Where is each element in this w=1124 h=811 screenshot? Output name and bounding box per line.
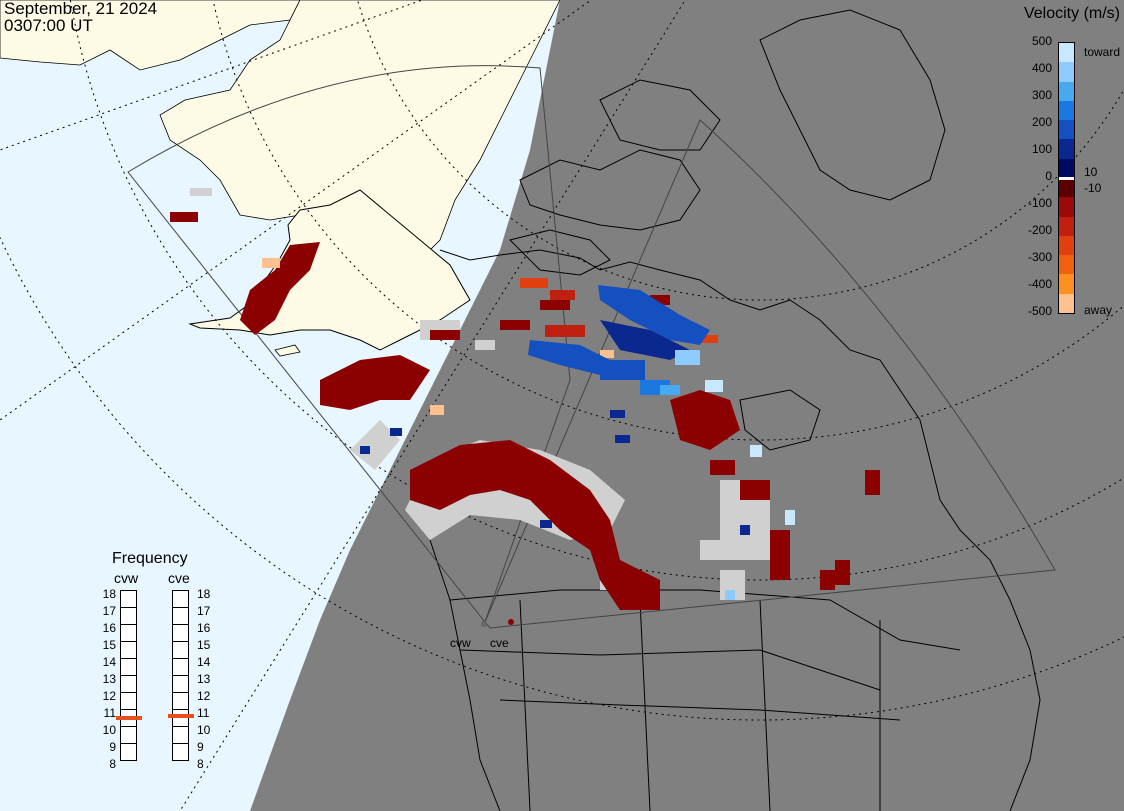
velocity-color-step [1059, 158, 1074, 178]
velocity-small-pos: 10 [1084, 165, 1098, 179]
frequency-tick-left: 13 [102, 672, 116, 686]
velocity-tick-label: 100 [1031, 142, 1052, 156]
velocity-color-step [1059, 62, 1074, 82]
frequency-cell [172, 641, 189, 659]
frequency-tick-left: 14 [102, 655, 116, 669]
frequency-tick-left: 12 [102, 689, 116, 703]
frequency-tick-right: 12 [197, 689, 211, 703]
frequency-cell [120, 590, 137, 608]
frequency-tick-right: 14 [197, 655, 211, 669]
velocity-color-bar [1058, 42, 1075, 314]
frequency-tick-left: 10 [102, 723, 116, 737]
velocity-color-step [1059, 216, 1074, 236]
velocity-color-step [1059, 255, 1074, 275]
frequency-tick-left: 11 [103, 706, 116, 720]
frequency-tick-right: 15 [197, 638, 211, 652]
velocity-tick-label: 500 [1031, 34, 1052, 48]
date-label: September, 21 2024 [4, 0, 158, 18]
velocity-tick-label: -500 [1027, 304, 1052, 318]
velocity-color-step [1059, 235, 1074, 256]
frequency-tick-right: 13 [197, 672, 211, 686]
frequency-tick-left: 8 [109, 757, 116, 771]
velocity-color-step [1059, 81, 1074, 101]
frequency-column-cve: cve [168, 570, 190, 586]
velocity-color-step [1059, 197, 1074, 217]
site-marker-cvw [481, 621, 487, 627]
frequency-column-cvw: cvw [114, 570, 139, 586]
frequency-marker-cve [168, 714, 194, 718]
frequency-tick-right: 16 [197, 621, 211, 635]
frequency-tick-right: 17 [197, 604, 211, 618]
frequency-title: Frequency [112, 550, 188, 567]
velocity-away-label: away [1084, 303, 1113, 317]
frequency-cell [120, 692, 137, 710]
velocity-tick-label: -300 [1027, 250, 1052, 264]
frequency-tick-left: 17 [102, 604, 116, 618]
frequency-tick-right: 8 [197, 757, 204, 771]
frequency-tick-right: 11 [197, 706, 210, 720]
velocity-zero-marker [1059, 177, 1074, 180]
velocity-color-step [1059, 293, 1074, 313]
velocity-tick-label: 200 [1031, 115, 1052, 129]
velocity-toward-label: toward [1084, 45, 1121, 59]
frequency-cell [172, 743, 189, 761]
fov-outlines [127, 65, 1056, 629]
frequency-cell [120, 726, 137, 744]
frequency-tick-right: 10 [197, 723, 211, 737]
velocity-color-step [1059, 177, 1074, 198]
echoes-away [170, 212, 880, 610]
coastlines-night [429, 9, 1041, 811]
velocity-tick-label: 0 [1045, 169, 1052, 183]
velocity-tick-label: -200 [1027, 223, 1052, 237]
echoes-toward [360, 285, 795, 600]
site-label-cve: cve [490, 636, 509, 650]
velocity-color-step [1059, 274, 1074, 294]
frequency-cell [172, 590, 189, 608]
frequency-marker-cvw [116, 715, 142, 720]
frequency-tick-right: 9 [197, 740, 204, 754]
frequency-cell [120, 743, 137, 761]
velocity-scale-title: Velocity (m/s) [1023, 5, 1120, 22]
velocity-color-step [1059, 100, 1074, 121]
velocity-color-step [1059, 43, 1074, 63]
frequency-cell [120, 624, 137, 642]
frequency-cell [120, 607, 137, 625]
velocity-small-neg: -10 [1084, 181, 1102, 195]
frequency-cell [172, 709, 189, 727]
frequency-cell [172, 624, 189, 642]
frequency-tick-right: 18 [197, 587, 211, 601]
site-marker-cve [508, 619, 514, 625]
velocity-color-step [1059, 120, 1074, 140]
velocity-color-step [1059, 139, 1074, 159]
island-small [274, 344, 301, 357]
time-label: 0307:00 UT [4, 16, 93, 35]
frequency-cell [172, 726, 189, 744]
velocity-tick-label: 400 [1031, 61, 1052, 75]
site-label-cvw: cvw [450, 636, 471, 650]
frequency-tick-left: 16 [102, 621, 116, 635]
frequency-tick-left: 15 [102, 638, 116, 652]
frequency-cell [172, 675, 189, 693]
frequency-cell [172, 607, 189, 625]
echoes-away-strong [262, 258, 718, 415]
frequency-cell [172, 692, 189, 710]
frequency-tick-left: 9 [109, 740, 116, 754]
frequency-cell [120, 675, 137, 693]
velocity-tick-label: 300 [1031, 88, 1052, 102]
frequency-cell [172, 658, 189, 676]
frequency-cell [120, 658, 137, 676]
velocity-tick-label: -400 [1027, 277, 1052, 291]
velocity-tick-label: -100 [1027, 196, 1052, 210]
radar-site-markers [481, 619, 514, 627]
frequency-cell [120, 641, 137, 659]
frequency-tick-left: 18 [102, 587, 116, 601]
